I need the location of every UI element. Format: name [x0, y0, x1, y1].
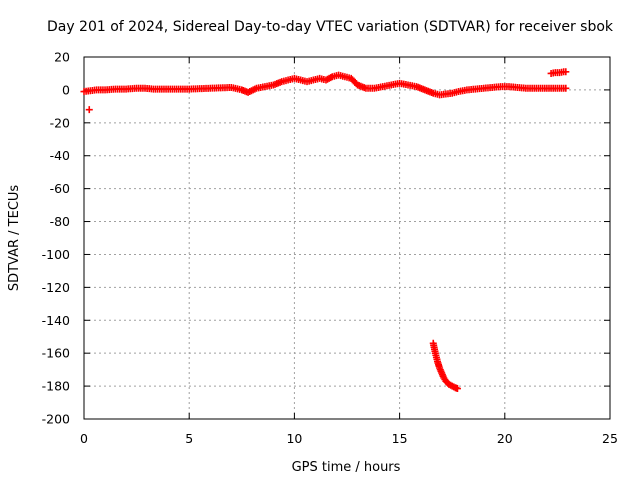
data-point [562, 84, 570, 92]
grid [84, 57, 610, 419]
x-tick-label: 25 [602, 431, 618, 446]
x-axis-label: GPS time / hours [292, 460, 401, 475]
y-tick-label: 20 [54, 50, 70, 65]
axes: 20 0 -20 -40 -60 -80 -100 -120 -140 -160 -180 -200 0… [42, 50, 618, 447]
y-tick-label: -20 [50, 115, 70, 130]
data-point [85, 106, 93, 114]
y-tick-label: -200 [42, 412, 70, 427]
x-tick-label: 20 [497, 431, 513, 446]
y-tick-label: -100 [42, 247, 70, 262]
y-tick-label: -160 [42, 346, 70, 361]
y-tick-label: 0 [62, 82, 70, 97]
x-tick-label: 0 [80, 431, 88, 446]
data-point [453, 385, 461, 393]
plot-frame [83, 56, 611, 420]
x-tick-label: 10 [286, 431, 302, 446]
y-tick-label: -140 [42, 313, 70, 328]
data-point [562, 68, 570, 76]
y-axis-label: SDTVAR / TECUs [7, 185, 22, 292]
chart-title: Day 201 of 2024, Sidereal Day-to-day VTE… [47, 19, 614, 35]
x-tick-label: 15 [392, 431, 408, 446]
y-tick-label: -120 [42, 280, 70, 295]
y-tick-label: -180 [42, 379, 70, 394]
y-tick-label: -60 [50, 181, 70, 196]
x-tick-label: 5 [185, 431, 193, 446]
y-tick-label: -40 [50, 148, 70, 163]
data-marks [80, 68, 570, 393]
y-tick-label: -80 [50, 214, 70, 229]
